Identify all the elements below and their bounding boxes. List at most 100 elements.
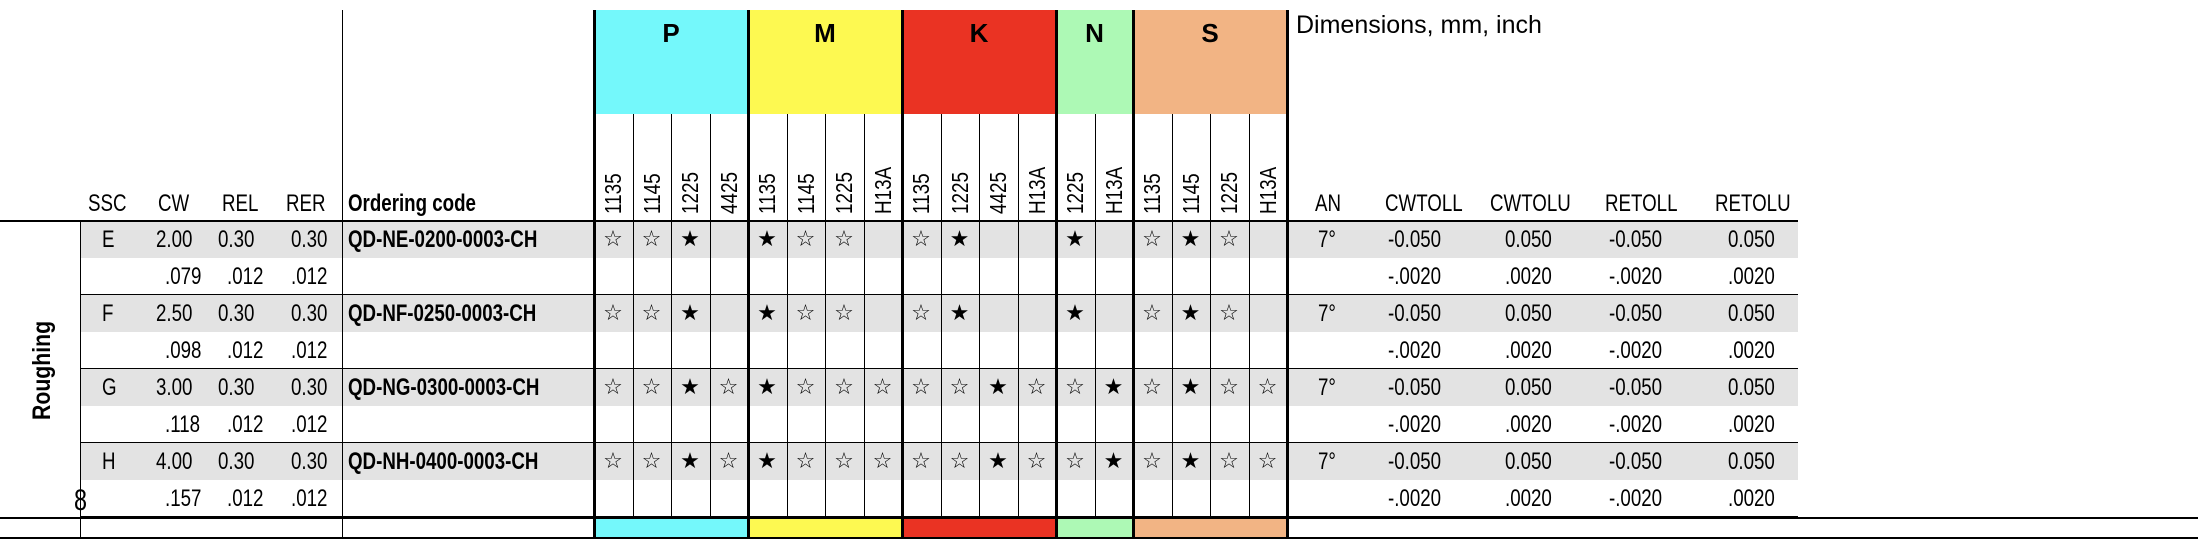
column-header-retoll: RETOLL [1605, 190, 1678, 217]
rel-value: 0.30 [218, 374, 255, 401]
secondary-grade-star: ☆ [718, 375, 739, 400]
secondary-grade-star: ☆ [911, 227, 931, 252]
grade-divider [709, 114, 711, 517]
retolu-value: 0.050 [1728, 374, 1775, 401]
cwtoll-inch-value: -.0020 [1388, 411, 1442, 438]
primary-grade-star: ★ [757, 301, 777, 326]
primary-grade-star: ★ [757, 227, 777, 252]
primary-grade-star: ★ [680, 301, 700, 326]
grade-header: H13A [1100, 166, 1127, 214]
secondary-grade-star: ☆ [795, 301, 816, 326]
secondary-grade-star: ☆ [1219, 301, 1239, 326]
column-header-rel: REL [222, 190, 259, 217]
secondary-grade-star: ☆ [795, 375, 816, 400]
secondary-grade-star: ☆ [1142, 227, 1162, 252]
column-header-cwtoll: CWTOLL [1385, 190, 1463, 217]
primary-grade-star: ★ [680, 227, 700, 252]
retoll-value: -0.050 [1609, 374, 1663, 401]
retolu-inch-value: .0020 [1728, 263, 1775, 290]
retolu-value: 0.050 [1728, 448, 1775, 475]
row-rule [80, 516, 1798, 517]
rer-value: 0.30 [291, 374, 328, 401]
secondary-grade-star: ☆ [641, 227, 662, 252]
secondary-grade-star: ☆ [1142, 301, 1162, 326]
ordering-code: QD-NF-0250-0003-CH [348, 300, 537, 327]
cwtoll-value: -0.050 [1388, 226, 1442, 253]
row-band [80, 221, 1798, 258]
secondary-grade-star: ☆ [911, 301, 931, 326]
grade-divider [1210, 114, 1211, 517]
secondary-grade-star: ☆ [718, 449, 739, 474]
group-footer-s [1133, 518, 1287, 538]
cwtolu-value: 0.050 [1505, 374, 1552, 401]
column-header-an: AN [1315, 190, 1342, 217]
cwtoll-inch-value: -.0020 [1388, 485, 1442, 512]
group-label-m: M [814, 18, 836, 48]
secondary-grade-star: ☆ [834, 301, 854, 326]
primary-grade-star: ★ [757, 375, 777, 400]
grade-divider [1017, 114, 1019, 517]
grade-header: 1135 [600, 173, 626, 214]
grade-divider [1171, 114, 1173, 517]
col-divider [342, 10, 343, 538]
cwtoll-inch-value: -.0020 [1388, 337, 1442, 364]
grade-divider [1248, 114, 1250, 517]
secondary-grade-star: ☆ [911, 375, 931, 400]
retoll-value: -0.050 [1609, 226, 1663, 253]
grade-header: 4425 [985, 172, 1011, 214]
group-label-s: S [1201, 18, 1219, 48]
column-header-rer: RER [286, 190, 326, 217]
footnote-mark: 8 [74, 484, 88, 517]
row-rule [80, 442, 1798, 443]
secondary-grade-star: ☆ [1219, 449, 1239, 474]
primary-grade-star: ★ [949, 227, 970, 252]
group-label-k: K [969, 18, 989, 48]
primary-grade-star: ★ [949, 301, 970, 326]
group-header-p [594, 10, 748, 114]
rer-inch-value: .012 [291, 411, 328, 438]
rel-value: 0.30 [218, 226, 255, 253]
primary-grade-star: ★ [1103, 375, 1124, 400]
retoll-inch-value: -.0020 [1609, 411, 1663, 438]
grade-header: H13A [1254, 166, 1281, 214]
grade-header: 1225 [1062, 172, 1088, 214]
ssc-value: E [102, 226, 115, 253]
group-border [747, 10, 750, 538]
ssc-value: H [102, 448, 116, 475]
ordering-code: QD-NG-0300-0003-CH [348, 374, 540, 401]
group-footer-p [594, 518, 748, 538]
retoll-inch-value: -.0020 [1609, 485, 1663, 512]
rer-value: 0.30 [291, 300, 328, 327]
ssc-value: G [102, 374, 117, 401]
an-value: 7° [1318, 374, 1336, 401]
group-border [1132, 10, 1135, 538]
col-divider [80, 221, 81, 538]
grade-header: 1145 [792, 173, 819, 214]
group-border [901, 10, 904, 538]
cw-inch-value: .079 [165, 263, 202, 290]
cw-value: 3.00 [156, 374, 193, 401]
secondary-grade-star: ☆ [834, 449, 854, 474]
secondary-grade-star: ☆ [872, 375, 893, 400]
grade-header: 1225 [946, 172, 973, 214]
group-border [1055, 10, 1058, 538]
secondary-grade-star: ☆ [1065, 449, 1085, 474]
primary-grade-star: ★ [1180, 227, 1201, 252]
grade-divider [825, 114, 826, 517]
grade-divider [863, 114, 865, 517]
rel-inch-value: .012 [227, 411, 264, 438]
cwtolu-inch-value: .0020 [1505, 411, 1552, 438]
cw-inch-value: .098 [165, 337, 202, 364]
primary-grade-star: ★ [1103, 449, 1124, 474]
ordering-code: QD-NH-0400-0003-CH [348, 448, 539, 475]
rel-inch-value: .012 [227, 263, 264, 290]
secondary-grade-star: ☆ [1257, 375, 1278, 400]
primary-grade-star: ★ [988, 375, 1008, 400]
secondary-grade-star: ☆ [911, 449, 931, 474]
cw-inch-value: .118 [165, 411, 201, 438]
primary-grade-star: ★ [1065, 227, 1085, 252]
secondary-grade-star: ☆ [1257, 449, 1278, 474]
primary-grade-star: ★ [757, 449, 777, 474]
primary-grade-star: ★ [680, 375, 700, 400]
cwtolu-inch-value: .0020 [1505, 263, 1552, 290]
